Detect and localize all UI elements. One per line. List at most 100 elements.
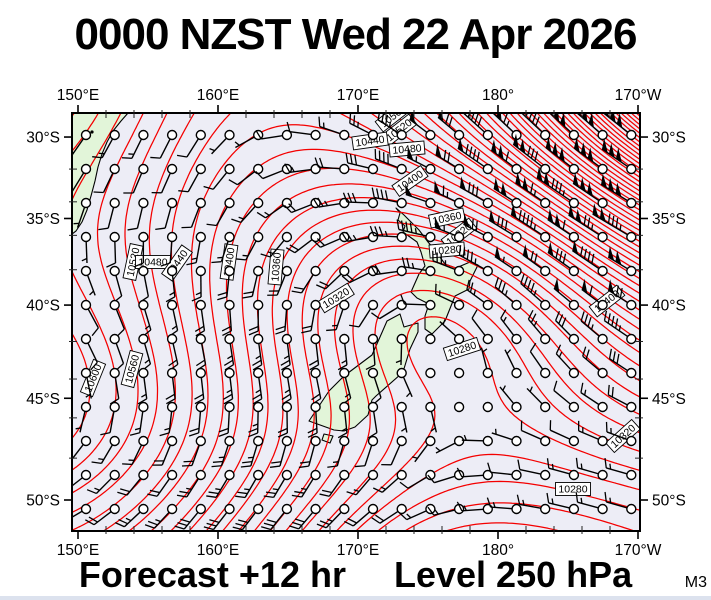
- station-circle: [511, 401, 522, 413]
- wind-barb-station: [578, 420, 608, 447]
- station-circle: [138, 333, 149, 345]
- wind-barb-station: [487, 462, 522, 481]
- wind-barb-station: [546, 492, 580, 515]
- station-circle: [224, 367, 235, 379]
- station-circle: [511, 503, 522, 515]
- station-circle: [511, 231, 522, 243]
- wind-barb-station: [203, 503, 235, 531]
- land-stewart-island: [321, 433, 334, 444]
- station-circle: [281, 265, 293, 277]
- station-circle: [281, 333, 293, 345]
- wind-barb-station: [318, 116, 350, 141]
- wind-barb-station: [526, 386, 551, 413]
- station-circle: [310, 129, 321, 141]
- station-circle: [109, 503, 120, 515]
- wind-barb-station: [545, 136, 580, 175]
- station-circle: [166, 129, 178, 141]
- station-circle: [597, 265, 608, 277]
- station-circle: [224, 231, 235, 243]
- wind-barb-station: [98, 197, 120, 231]
- station-circle: [482, 401, 493, 413]
- lat-tick-label: 45°S: [652, 391, 686, 408]
- station-circle: [597, 435, 608, 447]
- wind-barb-station: [341, 231, 379, 243]
- station-circle: [626, 299, 637, 311]
- station-circle: [540, 197, 551, 209]
- station-circle: [396, 469, 407, 481]
- wind-barb-station: [176, 129, 207, 158]
- station-circle: [166, 333, 178, 345]
- wind-barb-station: [456, 501, 493, 515]
- station-circle: [540, 299, 551, 311]
- wind-barb-station: [490, 139, 522, 175]
- wind-barb-station: [434, 216, 465, 243]
- station-circle: [367, 367, 379, 379]
- station-circle: [310, 401, 321, 413]
- wind-barb-station: [396, 219, 436, 243]
- station-circle: [367, 163, 379, 175]
- station-circle: [224, 503, 235, 515]
- station-circle: [511, 435, 522, 447]
- station-circle: [453, 401, 465, 413]
- wind-barb-station: [165, 265, 178, 303]
- wind-barb-station: [372, 469, 407, 493]
- station-circle: [138, 299, 149, 311]
- wind-barb-station: [568, 204, 608, 243]
- axes: 150°E 150°E 160°E 160°E 170°E 170°E 180° 180° 17…: [26, 87, 686, 559]
- wind-barb-station: [209, 129, 235, 155]
- wind-barb-station: [369, 225, 407, 243]
- wind-barb-station: [281, 367, 293, 405]
- wind-barb-station: [457, 137, 493, 175]
- wind-barb-station: [188, 401, 207, 437]
- wind-barb-station: [248, 401, 264, 438]
- station-circle: [195, 129, 207, 141]
- station-circle: [626, 503, 637, 515]
- wind-barb-station: [600, 173, 637, 209]
- station-circle: [626, 129, 637, 141]
- wind-barb-station: [453, 367, 465, 379]
- wind-barb-station: [80, 265, 96, 296]
- wind-barb-station: [607, 246, 637, 277]
- station-circle: [310, 435, 321, 447]
- wind-barb-station: [547, 241, 580, 277]
- station-circle: [339, 367, 350, 379]
- wind-barb-station: [349, 299, 379, 328]
- wind-barb-station: [289, 503, 321, 530]
- svg-text:10280: 10280: [432, 243, 462, 258]
- wind-barb-station: [133, 231, 149, 268]
- wind-barb-station: [242, 265, 264, 299]
- station-circle: [224, 299, 235, 311]
- contour-label: 10520: [122, 242, 144, 282]
- station-circle: [281, 129, 293, 141]
- station-circle: [482, 469, 493, 481]
- station-circle: [310, 163, 321, 175]
- wind-barb-station: [456, 467, 493, 481]
- wind-barb-station: [527, 309, 551, 345]
- height-contour-line: [589, 113, 640, 156]
- wind-barb-station: [349, 113, 379, 141]
- station-circle: [109, 163, 120, 175]
- wind-barb-station: [93, 163, 120, 194]
- wind-barb-station: [344, 503, 379, 527]
- station-circle: [396, 435, 407, 447]
- wind-barb-station: [194, 299, 207, 337]
- station-circle: [80, 231, 92, 243]
- wind-barb-station: [439, 319, 465, 345]
- wind-barb-station: [370, 264, 407, 277]
- wind-barb-station: [186, 231, 207, 266]
- station-circle: [626, 469, 637, 481]
- station-circle: [339, 503, 350, 515]
- wind-barb-station: [269, 435, 293, 468]
- wind-barbs: [72, 113, 637, 531]
- wind-barb-station: [80, 333, 98, 371]
- wind-barb-station: [117, 469, 149, 496]
- station-circle: [482, 129, 493, 141]
- station-circle: [453, 163, 465, 175]
- lon-tick-label: 180°: [482, 542, 514, 559]
- station-circle: [339, 265, 350, 277]
- wind-barb-station: [217, 265, 235, 301]
- wind-barb-station: [252, 333, 264, 371]
- height-contour-line: [238, 221, 640, 531]
- wind-barb-station: [166, 333, 179, 371]
- station-circle: [281, 469, 293, 481]
